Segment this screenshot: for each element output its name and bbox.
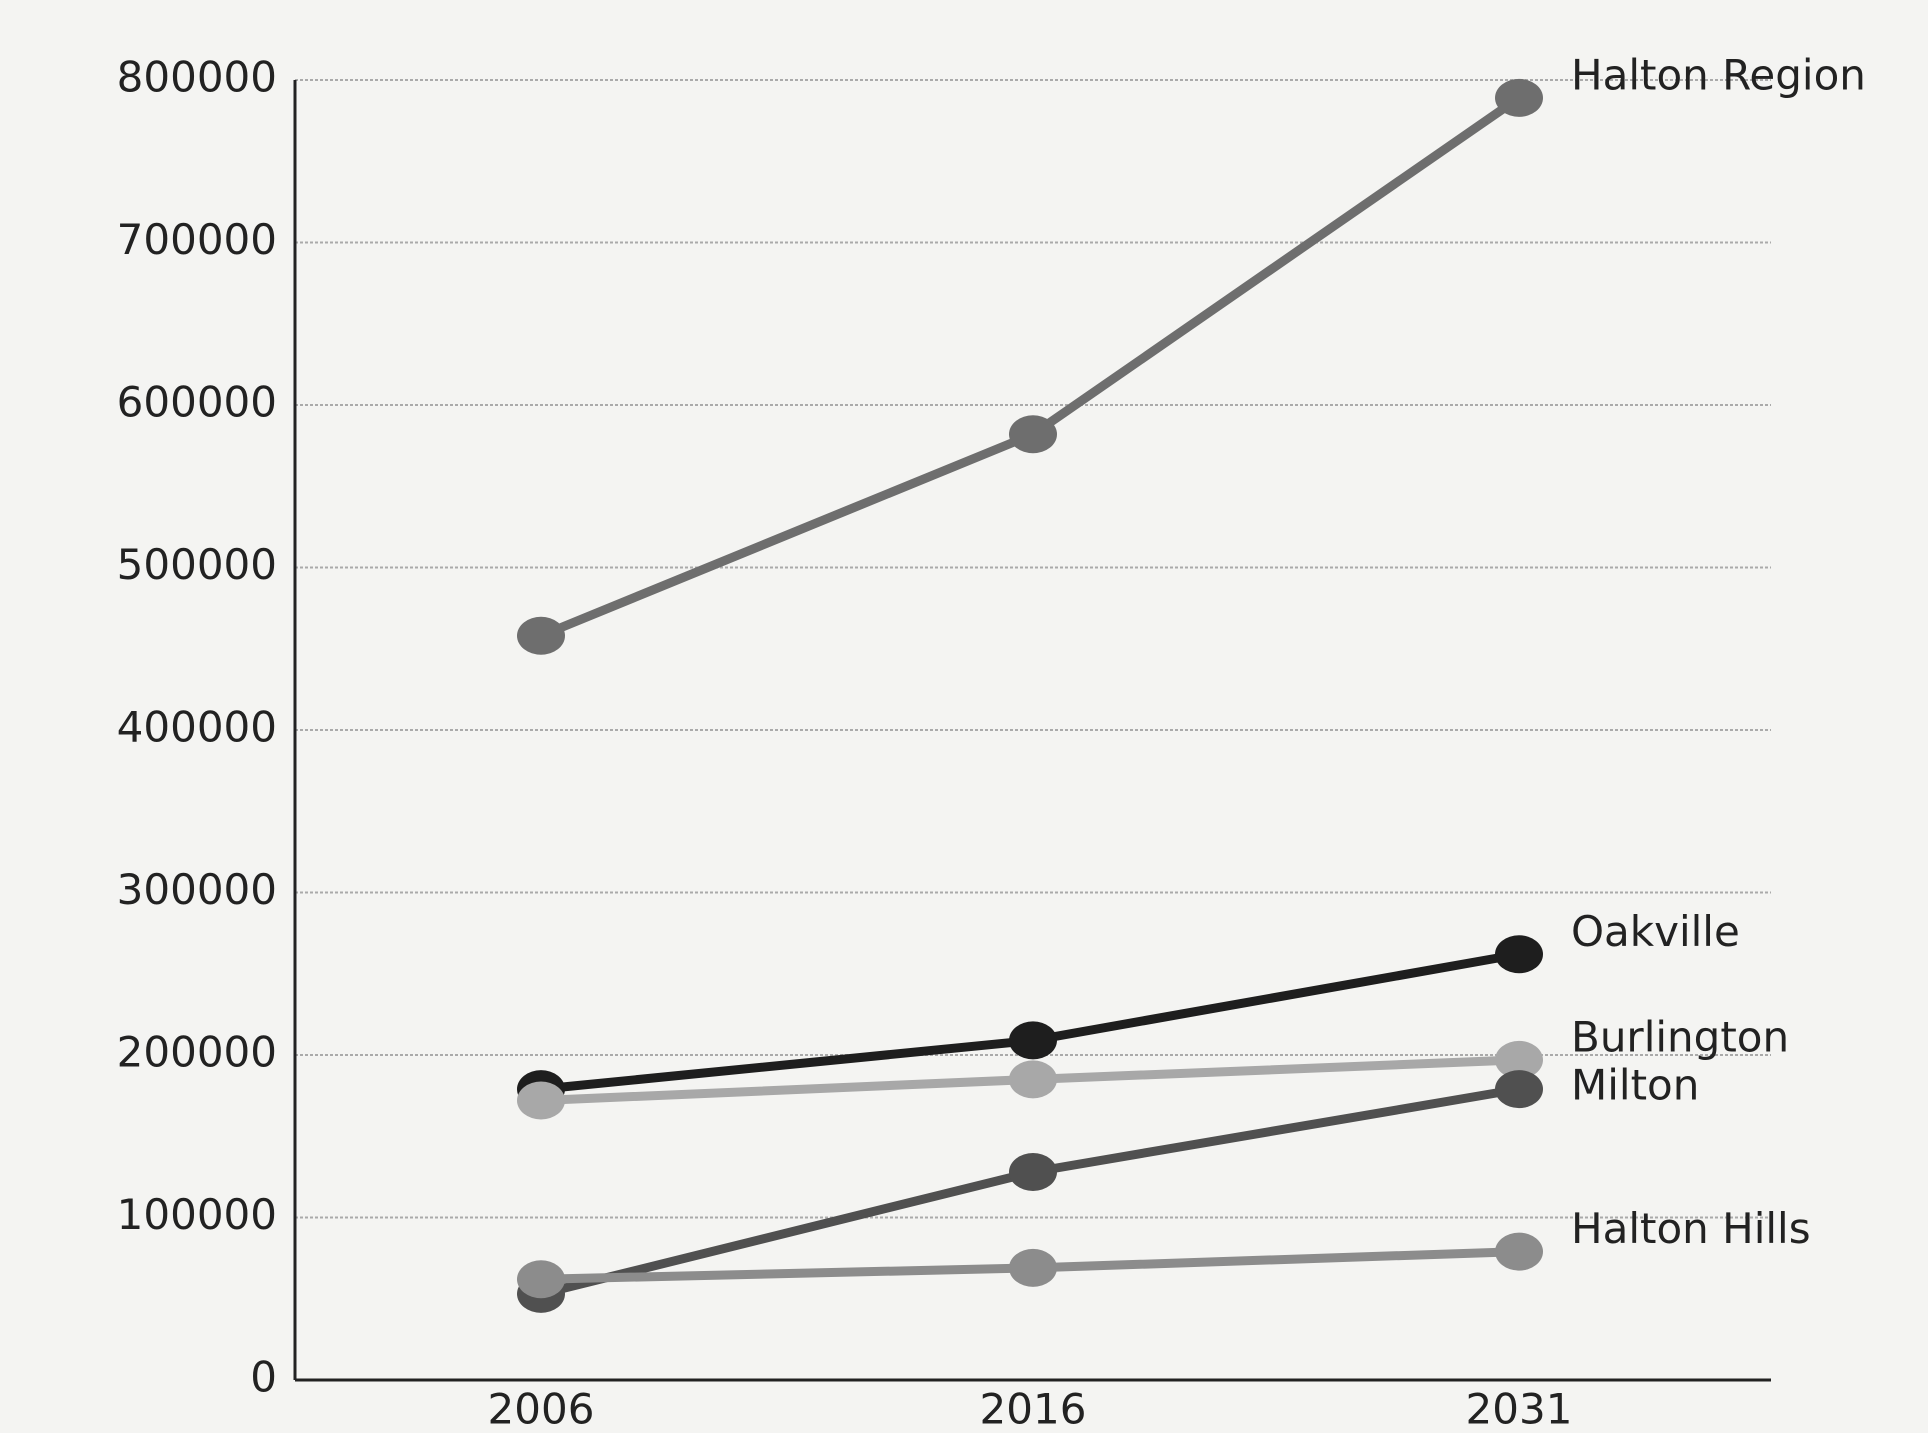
series-label: Halton Hills bbox=[1571, 1204, 1811, 1253]
data-point bbox=[517, 1260, 565, 1299]
y-tick-label: 600000 bbox=[117, 378, 277, 427]
series-line bbox=[539, 94, 1522, 640]
data-point bbox=[1009, 415, 1057, 454]
data-point bbox=[1495, 1040, 1543, 1079]
series-label: Milton bbox=[1571, 1060, 1699, 1109]
y-tick-label: 0 bbox=[250, 1353, 277, 1402]
data-point bbox=[1495, 935, 1543, 974]
series-label: Oakville bbox=[1571, 907, 1740, 956]
data-point bbox=[1009, 1060, 1057, 1099]
y-tick-label: 700000 bbox=[117, 215, 277, 264]
data-point bbox=[1495, 1070, 1543, 1109]
x-tick-label: 2031 bbox=[1466, 1385, 1573, 1433]
data-point bbox=[1009, 1021, 1057, 1060]
series-label: Burlington bbox=[1571, 1012, 1789, 1061]
y-tick-label: 800000 bbox=[117, 53, 277, 102]
x-tick-label: 2006 bbox=[488, 1385, 595, 1433]
data-point bbox=[1009, 1153, 1057, 1191]
data-point bbox=[1495, 78, 1543, 117]
y-tick-label: 500000 bbox=[117, 540, 277, 589]
y-tick-label: 400000 bbox=[117, 703, 277, 752]
data-point bbox=[1495, 1232, 1543, 1271]
y-tick-label: 300000 bbox=[117, 865, 277, 914]
series-label: Halton Region bbox=[1571, 50, 1866, 99]
y-tick-label: 200000 bbox=[117, 1028, 277, 1077]
data-point bbox=[1009, 1248, 1057, 1287]
data-point bbox=[517, 1081, 565, 1120]
data-point bbox=[517, 616, 565, 655]
y-tick-label: 100000 bbox=[117, 1190, 277, 1239]
x-tick-label: 2016 bbox=[980, 1385, 1087, 1433]
